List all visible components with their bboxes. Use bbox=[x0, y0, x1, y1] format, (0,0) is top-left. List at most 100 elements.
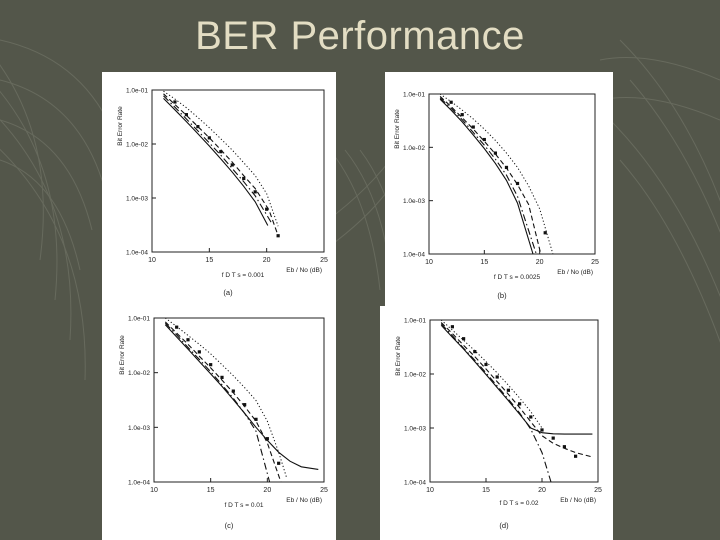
y-tick-label: 1.0e-02 bbox=[404, 372, 426, 379]
data-marker bbox=[562, 445, 566, 449]
slide-title: BER Performance bbox=[195, 14, 525, 58]
data-marker bbox=[482, 137, 486, 142]
data-marker bbox=[196, 125, 200, 129]
plot-frame bbox=[151, 89, 325, 253]
plot-frame bbox=[428, 93, 596, 255]
parameter-label: f D T s = 0.0025 bbox=[494, 274, 541, 281]
x-tick-label: 15 bbox=[480, 259, 488, 266]
x-tick-label: 15 bbox=[205, 257, 213, 264]
x-tick-label: 15 bbox=[207, 487, 215, 494]
series-line-dotted bbox=[439, 93, 554, 255]
x-tick-label: 25 bbox=[320, 257, 328, 264]
series-line-solid bbox=[164, 324, 319, 470]
data-marker bbox=[220, 375, 224, 379]
data-marker bbox=[462, 337, 466, 341]
data-marker bbox=[277, 461, 281, 465]
series-line-dashed bbox=[440, 322, 593, 458]
x-tick-label: 15 bbox=[482, 487, 490, 494]
data-marker bbox=[450, 325, 454, 329]
data-marker bbox=[543, 231, 547, 235]
y-axis-label: Bit Error Rate bbox=[117, 106, 124, 146]
series-line-dotted bbox=[165, 317, 288, 478]
plot-frame bbox=[429, 319, 599, 483]
x-axis-label: Eb / No (dB) bbox=[557, 269, 593, 276]
x-tick-label: 10 bbox=[148, 257, 156, 264]
parameter-label: f D T s = 0.001 bbox=[222, 272, 265, 279]
series-line-dashdot bbox=[164, 322, 271, 483]
y-tick-label: 1.0e-01 bbox=[128, 316, 150, 323]
data-marker bbox=[551, 436, 555, 440]
y-tick-label: 1.0e-03 bbox=[404, 426, 426, 433]
caption-label: (c) bbox=[225, 521, 234, 530]
y-tick-label: 1.0e-04 bbox=[126, 250, 148, 257]
y-tick-label: 1.0e-02 bbox=[128, 370, 150, 377]
caption-label: (b) bbox=[497, 291, 507, 300]
data-marker bbox=[460, 113, 464, 117]
y-tick-label: 1.0e-02 bbox=[403, 145, 425, 152]
data-marker bbox=[471, 125, 475, 129]
data-marker bbox=[186, 338, 190, 342]
x-tick-label: 25 bbox=[594, 487, 602, 494]
y-axis-label: Bit Error Rate bbox=[395, 336, 402, 376]
data-marker bbox=[484, 362, 488, 367]
y-tick-label: 1.0e-04 bbox=[404, 480, 426, 487]
caption-label: (a) bbox=[223, 288, 233, 297]
data-marker bbox=[209, 363, 213, 367]
parameter-label: f D T s = 0.01 bbox=[225, 502, 264, 509]
chart-panel-d: 1.0e-01 1.0e-02 1.0e-03 1.0e-04 10 15 20 25 Bit … bbox=[380, 306, 613, 540]
data-marker bbox=[504, 165, 509, 170]
x-tick-label: 10 bbox=[426, 487, 434, 494]
caption-label: (d) bbox=[499, 521, 509, 530]
data-marker bbox=[175, 325, 179, 329]
chart-panel-c: 1.0e-01 1.0e-02 1.0e-03 1.0e-04 10 15 20 25 Bit … bbox=[102, 306, 336, 540]
data-marker bbox=[173, 100, 177, 104]
data-marker bbox=[449, 100, 453, 104]
data-marker bbox=[243, 403, 247, 407]
y-tick-label: 1.0e-03 bbox=[128, 425, 150, 432]
x-tick-label: 20 bbox=[538, 487, 546, 494]
series-line-dashdot bbox=[440, 323, 552, 483]
data-marker bbox=[540, 428, 544, 432]
x-tick-label: 10 bbox=[150, 487, 158, 494]
data-marker bbox=[495, 375, 499, 379]
data-marker bbox=[276, 234, 280, 238]
x-tick-label: 20 bbox=[263, 257, 271, 264]
y-tick-label: 1.0e-01 bbox=[126, 88, 148, 95]
data-marker bbox=[231, 389, 235, 393]
y-axis-label: Bit Error Rate bbox=[394, 109, 401, 149]
y-tick-label: 1.0e-04 bbox=[403, 252, 425, 259]
x-axis-label: Eb / No (dB) bbox=[560, 497, 596, 504]
chart-panel-a: 1.0e-01 1.0e-02 1.0e-03 1.0e-04 10 15 20 25 Bit … bbox=[102, 72, 336, 540]
series-line-dashdot bbox=[439, 97, 537, 255]
x-tick-label: 10 bbox=[425, 259, 433, 266]
data-marker bbox=[529, 415, 533, 419]
y-tick-label: 1.0e-01 bbox=[403, 92, 425, 99]
data-marker bbox=[265, 207, 269, 211]
data-marker bbox=[254, 417, 258, 421]
data-marker bbox=[230, 163, 234, 167]
series-line-dotted bbox=[440, 319, 543, 429]
data-marker bbox=[253, 190, 257, 194]
data-marker bbox=[265, 437, 269, 441]
series-line-dashdot bbox=[163, 95, 272, 223]
data-marker bbox=[473, 349, 477, 354]
y-axis-label: Bit Error Rate bbox=[119, 335, 126, 375]
data-marker bbox=[197, 350, 201, 354]
chart-panel-b: 1.0e-01 1.0e-02 1.0e-03 1.0e-04 10 15 20 25 Bit … bbox=[385, 72, 613, 306]
series-line-solid bbox=[163, 98, 269, 226]
x-tick-label: 25 bbox=[591, 259, 599, 266]
y-tick-label: 1.0e-03 bbox=[403, 198, 425, 205]
data-marker bbox=[574, 454, 578, 458]
series-line-dashed bbox=[164, 321, 282, 483]
series-line-dashed bbox=[163, 93, 278, 233]
data-marker bbox=[184, 113, 188, 117]
data-marker bbox=[207, 136, 211, 140]
y-tick-label: 1.0e-02 bbox=[126, 142, 148, 149]
data-marker bbox=[506, 388, 510, 392]
data-marker bbox=[515, 181, 520, 186]
data-marker bbox=[493, 151, 497, 155]
